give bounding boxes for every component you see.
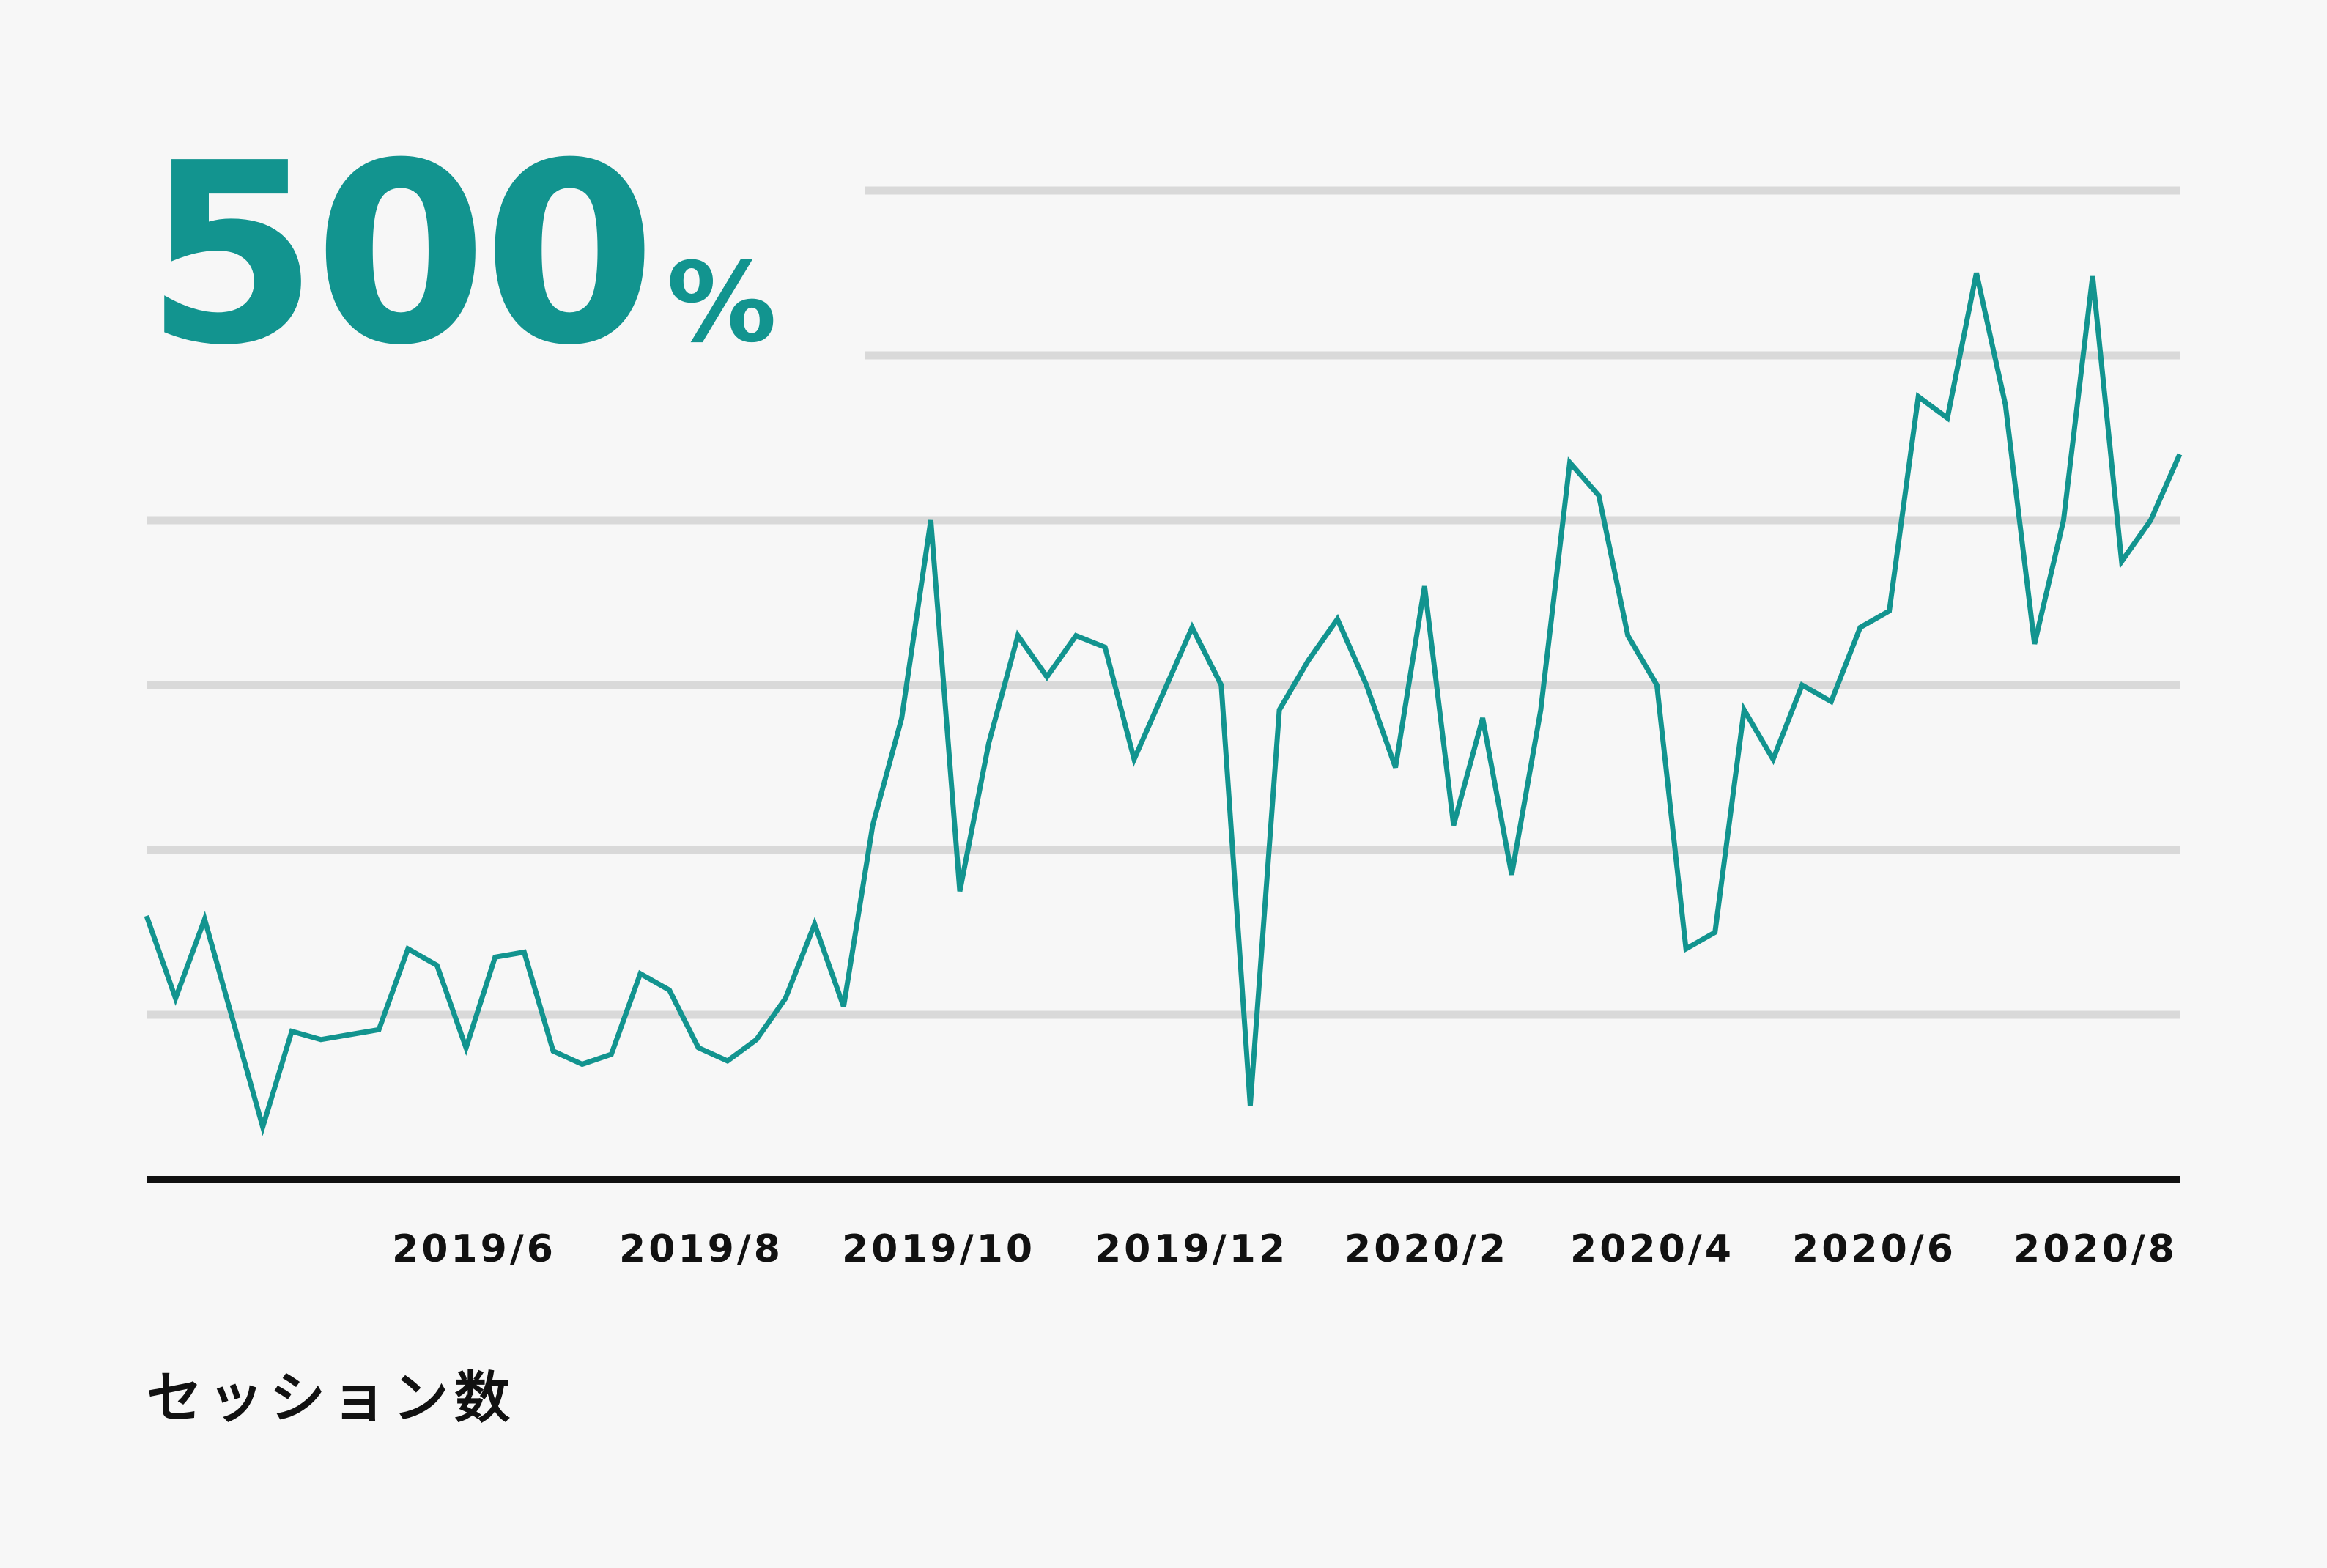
growth-unit: % bbox=[666, 240, 777, 367]
series-line-1 bbox=[144, 272, 2183, 1136]
growth-value: 500 bbox=[145, 110, 656, 400]
x-tick-label: 2019/10 bbox=[842, 1227, 1035, 1271]
series-session-count bbox=[144, 272, 2183, 1136]
x-tick-label: 2020/2 bbox=[1344, 1227, 1509, 1271]
x-tick-labels: 2019/6 2019/8 2019/10 2019/12 2020/2 2020/4 20… bbox=[392, 1227, 2178, 1271]
x-tick-label: 2020/4 bbox=[1570, 1227, 1734, 1271]
growth-headline: 500 % bbox=[145, 130, 777, 380]
series-label: セッション数 bbox=[147, 1365, 516, 1430]
x-tick-label: 2020/6 bbox=[1792, 1227, 1956, 1271]
x-tick-label: 2020/8 bbox=[2013, 1227, 2178, 1271]
gridlines bbox=[147, 186, 2180, 1019]
x-tick-label: 2019/12 bbox=[1095, 1227, 1288, 1271]
x-tick-label: 2019/8 bbox=[619, 1227, 783, 1271]
x-tick-label: 2019/6 bbox=[392, 1227, 556, 1271]
